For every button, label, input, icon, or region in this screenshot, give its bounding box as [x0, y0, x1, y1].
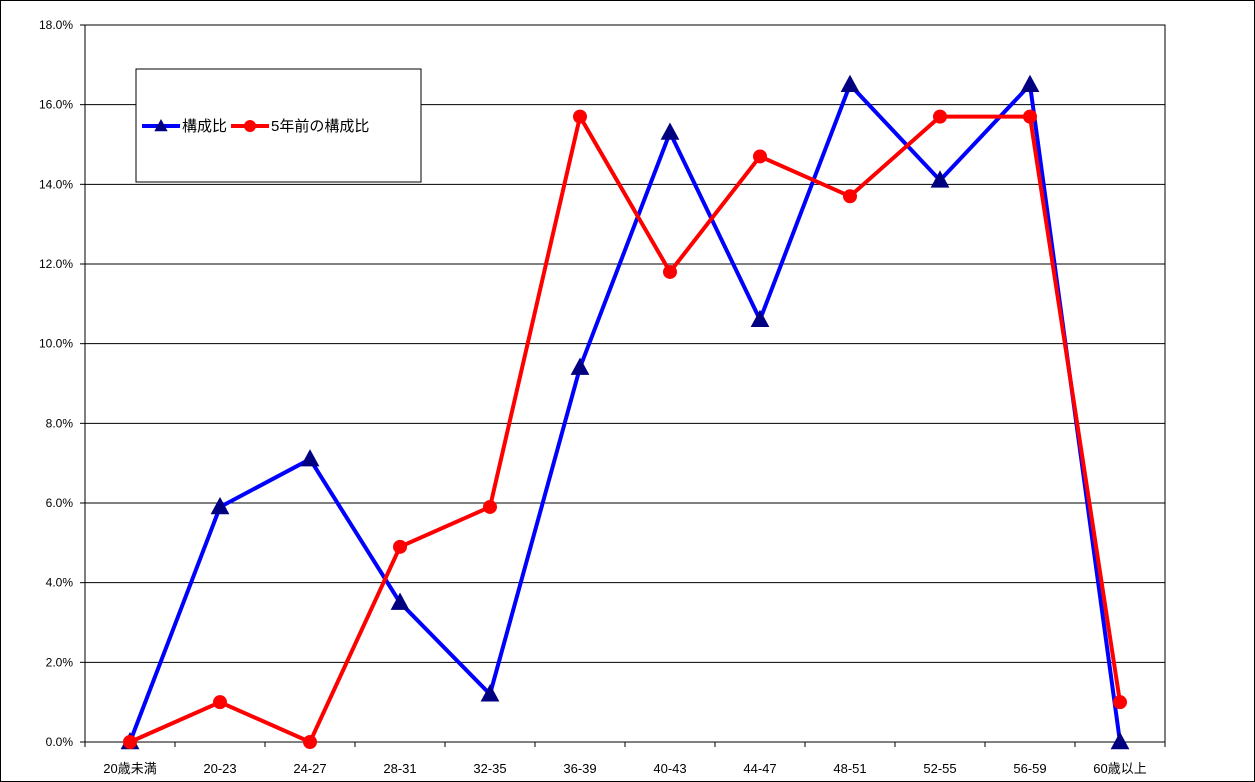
data-point	[930, 170, 950, 188]
y-tick-label: 2.0%	[46, 655, 74, 669]
gridlines	[85, 104, 1165, 663]
x-tick-label: 20歳未満	[103, 761, 156, 776]
data-point	[480, 684, 500, 702]
x-tick-label: 40-43	[653, 761, 686, 776]
x-tick-label: 32-35	[473, 761, 506, 776]
legend-label: 5年前の構成比	[271, 118, 369, 135]
legend-item-2: 5年前の構成比	[231, 118, 369, 135]
x-tick-label: 44-47	[743, 761, 776, 776]
data-point	[663, 264, 677, 279]
axes	[80, 24, 1166, 747]
data-point	[933, 109, 947, 124]
y-tick-label: 6.0%	[46, 496, 74, 510]
y-tick-labels: 0.0% 2.0% 4.0% 6.0% 8.0% 10.0% 12.0% 14.0% 16.0%…	[39, 18, 73, 749]
data-point	[1023, 109, 1037, 124]
y-tick-label: 0.0%	[46, 735, 74, 749]
data-point	[1110, 731, 1130, 750]
data-point	[213, 695, 227, 710]
x-tick-label: 20-23	[203, 761, 236, 776]
y-tick-label: 12.0%	[39, 257, 73, 271]
x-tick-label: 28-31	[383, 761, 416, 776]
data-point	[840, 74, 860, 92]
y-tick-label: 10.0%	[39, 337, 73, 351]
data-point	[1020, 74, 1040, 92]
series-layer	[120, 74, 1130, 750]
data-point	[573, 109, 587, 124]
data-point	[210, 496, 230, 515]
data-point	[393, 539, 407, 554]
data-point	[660, 122, 680, 140]
y-tick-label: 4.0%	[46, 576, 74, 590]
series-line	[128, 80, 1122, 743]
data-point	[753, 149, 767, 164]
y-tick-label: 8.0%	[46, 416, 74, 430]
x-tick-label: 36-39	[563, 761, 596, 776]
data-point	[300, 449, 320, 467]
data-point	[303, 735, 317, 749]
legend-marker-triangle	[154, 119, 168, 132]
legend-marker-circle	[244, 120, 257, 132]
data-point	[570, 357, 590, 375]
series-line	[129, 111, 1122, 745]
legend: 構成比 5年前の構成比	[135, 68, 422, 183]
data-point	[390, 592, 410, 610]
series-2	[123, 109, 1127, 749]
legend-label: 構成比	[182, 118, 227, 135]
data-point	[750, 309, 770, 328]
y-tick-label: 16.0%	[39, 98, 73, 112]
x-tick-label: 60歳以上	[1093, 761, 1146, 776]
y-tick-label: 18.0%	[39, 18, 73, 32]
legend-box	[135, 68, 422, 183]
data-point	[123, 735, 137, 749]
x-tick-label: 48-51	[833, 761, 866, 776]
y-tick-label: 14.0%	[39, 177, 73, 191]
x-tick-labels: 20歳未満 20-23 24-27 28-31 32-35 36-39 40-43 44-47…	[103, 761, 1146, 776]
data-point	[483, 499, 497, 514]
x-tick-label: 24-27	[293, 761, 326, 776]
legend-item-1: 構成比	[142, 118, 227, 135]
data-point	[1113, 695, 1127, 710]
x-tick-label: 56-59	[1013, 761, 1046, 776]
x-tick-label: 52-55	[923, 761, 956, 776]
data-point	[843, 189, 857, 204]
